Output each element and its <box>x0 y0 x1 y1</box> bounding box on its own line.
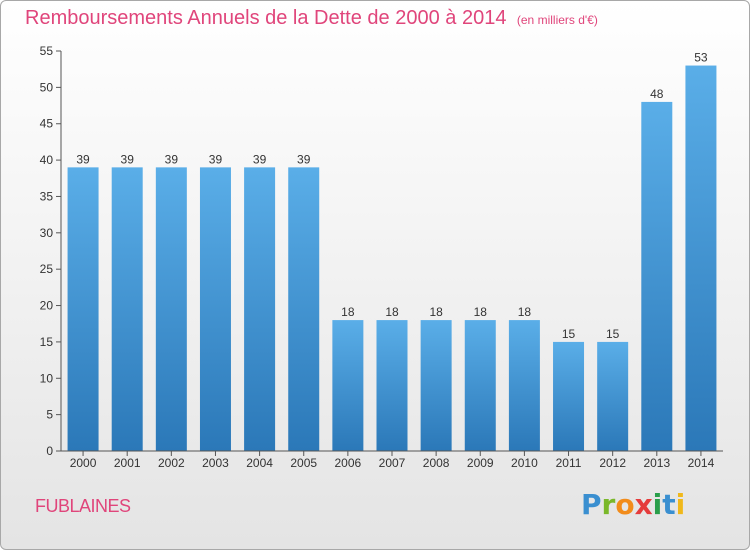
x-tick-label: 2007 <box>379 456 406 470</box>
bar <box>597 341 629 451</box>
bar <box>332 320 364 451</box>
y-tick-label: 15 <box>40 335 54 349</box>
y-tick-label: 55 <box>40 44 54 58</box>
logo-letter: r <box>601 488 616 521</box>
y-tick-label: 40 <box>40 153 54 167</box>
x-tick-label: 2012 <box>599 456 626 470</box>
proxiti-logo: Proxiti <box>581 488 685 521</box>
bar <box>685 65 717 451</box>
bar <box>67 167 99 451</box>
x-tick-label: 2011 <box>556 456 582 470</box>
y-tick-label: 45 <box>40 117 54 131</box>
chart-title: Remboursements Annuels de la Dette de 20… <box>25 7 598 30</box>
data-label: 39 <box>165 152 179 166</box>
data-label: 39 <box>209 152 223 166</box>
x-tick-label: 2003 <box>202 456 229 470</box>
bar <box>641 101 673 451</box>
bar <box>420 320 452 451</box>
data-label: 39 <box>76 152 90 166</box>
bar <box>155 167 187 451</box>
x-tick-label: 2005 <box>290 456 317 470</box>
bars-group: 39 39 39 39 39 39 18 18 18 18 18 15 15 48 53 <box>67 51 717 451</box>
x-tick-label: 2002 <box>158 456 185 470</box>
bar <box>464 320 496 451</box>
logo-letter: P <box>581 488 602 521</box>
y-tick-label: 30 <box>40 226 54 240</box>
chart-title-main: Remboursements Annuels de la Dette de 20… <box>25 7 507 29</box>
y-tick-label: 5 <box>46 408 53 422</box>
x-tick-label: 2013 <box>643 456 670 470</box>
x-tick-label: 2008 <box>423 456 450 470</box>
chart-title-unit: (en milliers d'€) <box>516 13 598 27</box>
data-label: 15 <box>606 327 620 341</box>
x-tick-label: 2009 <box>467 456 494 470</box>
bar <box>288 167 320 451</box>
x-tick-label: 2004 <box>246 456 273 470</box>
bar <box>111 167 143 451</box>
axes-group: 0 5 10 15 20 25 30 35 40 45 50 55 2000 2001 2002 2003 20… <box>40 44 723 470</box>
y-tick-label: 35 <box>40 189 54 203</box>
data-label: 39 <box>121 152 135 166</box>
x-tick-label: 2001 <box>114 456 141 470</box>
data-label: 53 <box>694 51 708 65</box>
x-tick-label: 2010 <box>511 456 538 470</box>
data-label: 15 <box>562 327 576 341</box>
bar <box>508 320 540 451</box>
y-tick-label: 0 <box>46 444 53 458</box>
commune-name: FUBLAINES <box>35 496 131 516</box>
y-tick-label: 50 <box>40 80 54 94</box>
bar <box>244 167 276 451</box>
logo-letter: t <box>662 488 676 521</box>
x-tick-label: 2006 <box>335 456 362 470</box>
y-tick-label: 20 <box>40 299 54 313</box>
data-label: 39 <box>253 152 267 166</box>
data-label: 18 <box>341 305 355 319</box>
bar <box>376 320 408 451</box>
bar <box>199 167 231 451</box>
data-label: 18 <box>385 305 399 319</box>
bar <box>553 341 585 451</box>
x-tick-label: 2000 <box>70 456 97 470</box>
y-tick-label: 25 <box>40 262 54 276</box>
data-label: 48 <box>650 87 664 101</box>
logo-letter: i <box>652 488 663 521</box>
data-label: 18 <box>429 305 443 319</box>
data-label: 18 <box>474 305 488 319</box>
logo-letter: o <box>615 488 635 521</box>
x-tick-label: 2014 <box>688 456 715 470</box>
logo-letter: i <box>675 488 686 521</box>
logo-letter: x <box>634 488 653 521</box>
data-label: 18 <box>518 305 532 319</box>
y-tick-label: 10 <box>40 371 54 385</box>
data-label: 39 <box>297 152 311 166</box>
